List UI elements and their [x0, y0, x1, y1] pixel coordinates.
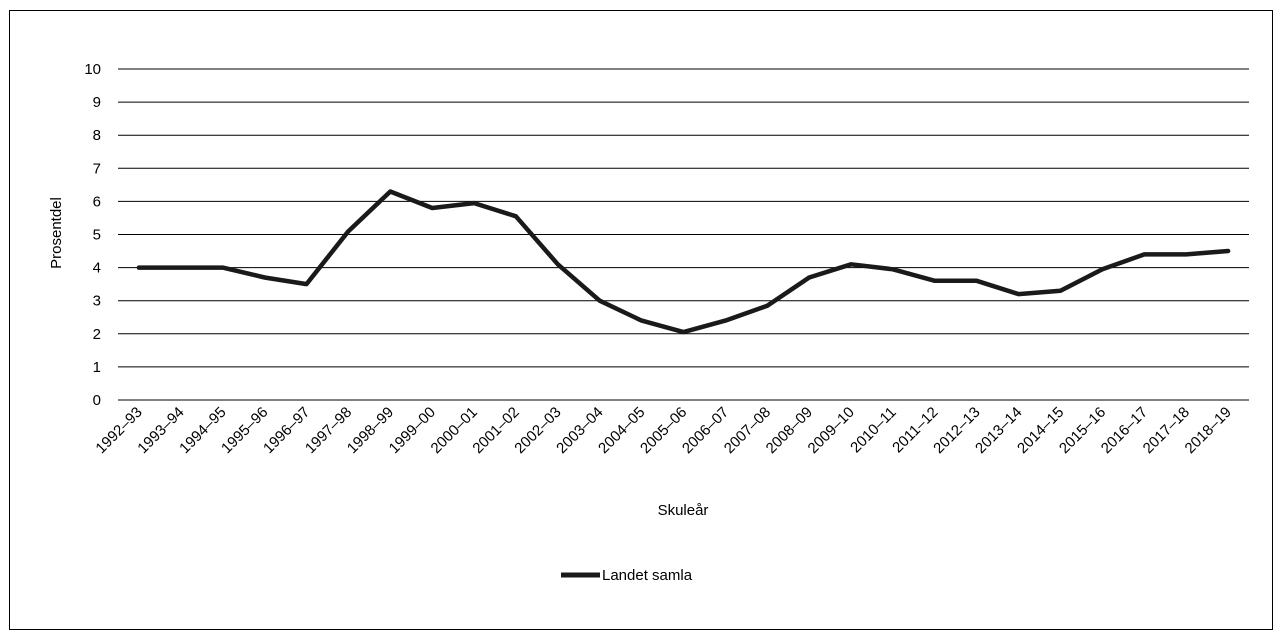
- data-point: [431, 207, 434, 210]
- y-tick-label: 9: [93, 94, 101, 111]
- data-point: [1059, 289, 1062, 292]
- data-point: [1185, 253, 1188, 256]
- x-tick-label: 2018–19: [1182, 404, 1235, 457]
- x-axis-label: Skuleår: [658, 502, 709, 519]
- data-point: [305, 283, 308, 286]
- y-tick-label: 10: [84, 61, 101, 78]
- data-point: [263, 276, 266, 279]
- legend-label: Landet samla: [602, 567, 693, 584]
- data-point: [766, 304, 769, 307]
- series-line: [136, 189, 1231, 335]
- gridlines: [118, 68, 1249, 401]
- data-point: [179, 266, 182, 269]
- y-axis-label: Prosentdel: [48, 197, 65, 269]
- data-point: [724, 319, 727, 322]
- data-point: [1227, 250, 1230, 253]
- data-point: [514, 215, 517, 218]
- x-tick-label: 2009–10: [805, 404, 858, 457]
- data-point: [389, 190, 392, 193]
- y-tick-label: 1: [93, 359, 101, 376]
- y-tick-label: 6: [93, 193, 101, 210]
- data-point: [933, 279, 936, 282]
- data-point: [850, 263, 853, 266]
- y-tick-label: 8: [93, 127, 101, 144]
- y-tick-label: 2: [93, 326, 101, 343]
- data-point: [640, 319, 643, 322]
- y-tick-label: 3: [93, 293, 101, 310]
- data-point: [347, 230, 350, 233]
- data-point: [473, 202, 476, 205]
- y-tick-label: 0: [93, 392, 101, 409]
- data-point: [598, 299, 601, 302]
- data-point: [682, 331, 685, 334]
- y-tick-label: 4: [93, 260, 101, 277]
- data-point: [1101, 268, 1104, 271]
- series-lines: [136, 189, 1231, 335]
- data-point: [891, 268, 894, 271]
- legend: Landet samla: [561, 567, 693, 584]
- data-point: [137, 266, 140, 269]
- data-point: [975, 279, 978, 282]
- data-point: [556, 263, 559, 266]
- data-point: [808, 276, 811, 279]
- y-tick-labels: 0 1 2 3 4 5 6 7 8 9 10: [84, 61, 101, 409]
- y-tick-label: 7: [93, 160, 101, 177]
- data-point: [1143, 253, 1146, 256]
- x-tick-labels: 1992–931993–941994–951995–961996–971997–…: [92, 404, 1234, 457]
- data-point: [221, 266, 224, 269]
- y-tick-label: 5: [93, 227, 101, 244]
- data-point: [1017, 293, 1020, 296]
